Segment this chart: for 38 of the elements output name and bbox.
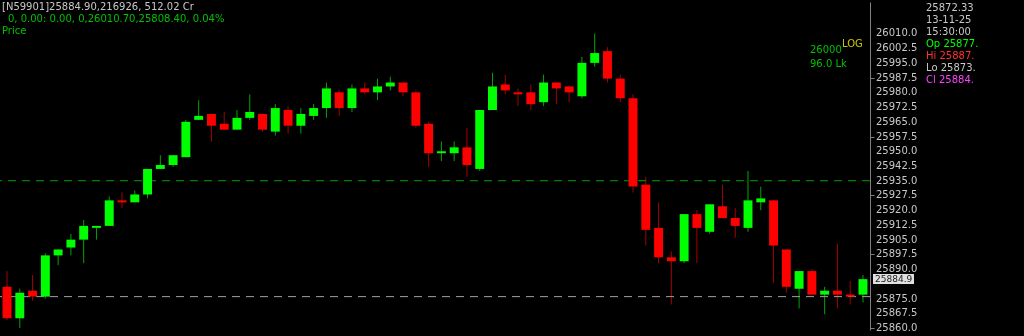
annotation: 0, 0.00: 0.00, 0,26010.70,25808.40, 0.04% (8, 13, 225, 25)
y-tick-label: 25890.0 (876, 263, 918, 275)
candlestick (564, 85, 574, 103)
candlestick (53, 248, 63, 266)
text: 25884.9 (873, 274, 915, 285)
y-tick-label: 25965.0 (876, 115, 918, 127)
y-tick-label: 25927.5 (876, 189, 918, 201)
annotation: 96.0 Lk (810, 58, 847, 70)
y-tick-label: 25912.5 (876, 218, 918, 230)
annotation: [N59901]25884.90,216926, 512.02 Cr (2, 1, 194, 13)
annotation: Price (2, 25, 27, 37)
y-tick-label: 26002.5 (876, 42, 918, 54)
y-tick-label: 25875.0 (876, 292, 918, 304)
text: 13-11-25 (926, 14, 972, 26)
y-tick-label: 25987.5 (876, 71, 918, 83)
y-tick-label: 25980.0 (876, 86, 918, 98)
y-tick-label: 25950.0 (876, 145, 918, 157)
y-tick-label: 26010.0 (876, 27, 918, 39)
y-tick-label: 25957.5 (876, 130, 918, 142)
text: Op 25877. (926, 38, 979, 50)
y-tick-label: 25867.5 (876, 307, 918, 319)
annotation: LOG (842, 38, 863, 50)
candlestick (513, 87, 523, 107)
text: Lo 25873. (926, 62, 976, 74)
y-tick-label: 25860.0 (876, 322, 918, 334)
y-tick-label: 25935.0 (876, 174, 918, 186)
y-tick-label: 25972.5 (876, 101, 918, 113)
text: 25872.33 (926, 2, 974, 14)
y-tick-label: 25897.5 (876, 248, 918, 260)
candlestick (807, 268, 817, 296)
text: 15:30:00 (926, 26, 971, 38)
y-tick-label: 25942.5 (876, 160, 918, 171)
text: Cl 25884. (926, 74, 974, 86)
y-tick-label: 25995.0 (876, 56, 918, 68)
text: Hi 25887. (926, 50, 975, 62)
y-tick-label: 25905.0 (876, 233, 918, 245)
y-tick-label: 25920.0 (876, 204, 918, 216)
annotation: 26000 (810, 44, 842, 56)
